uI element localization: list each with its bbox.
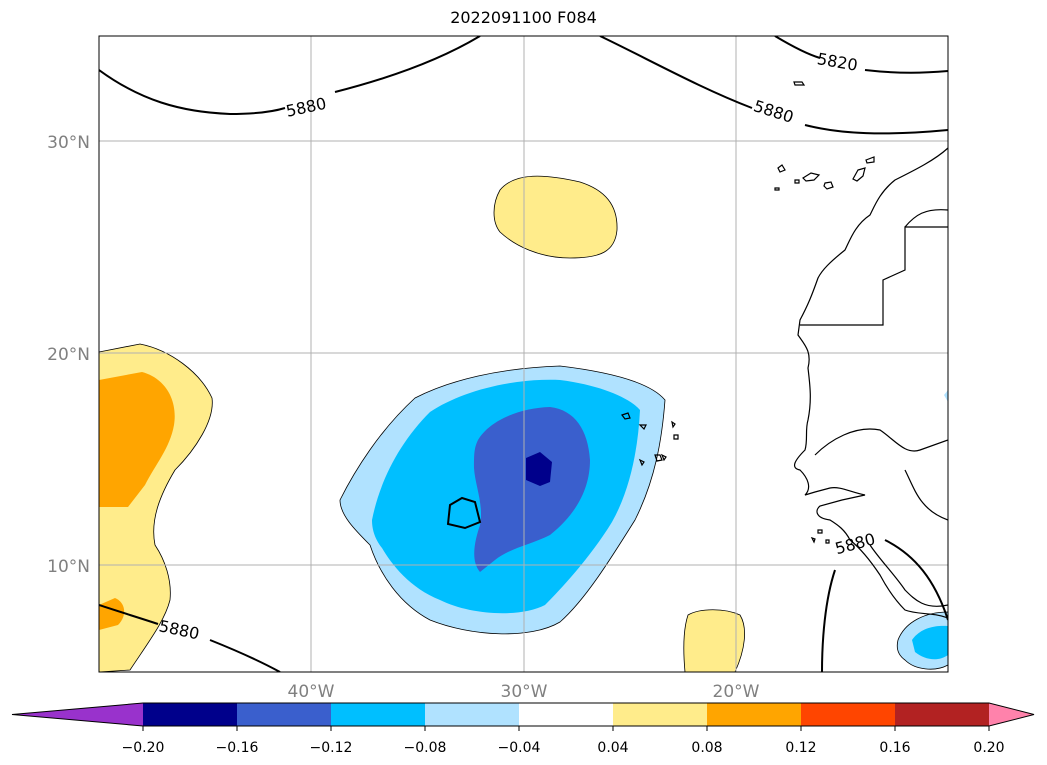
colorbar-segment [895, 703, 990, 726]
gridlines [99, 36, 948, 672]
lat-label-30n: 30°N [47, 133, 90, 153]
cape-verde-islands [621, 412, 679, 467]
lon-label-20w: 20°W [713, 682, 760, 702]
anomaly-blob-dark-blue [526, 452, 552, 486]
lat-label-10n: 10°N [47, 557, 90, 577]
madeira-islands [793, 81, 806, 86]
colorbar-tick-label: −0.16 [216, 740, 259, 756]
anomaly-blob-east-edge [944, 390, 948, 402]
colorbar-segment [801, 703, 896, 726]
lon-label-30w: 30°W [501, 682, 548, 702]
anomaly-blob-southeast-core [912, 625, 948, 660]
colorbar-tick-label: −0.12 [310, 740, 353, 756]
colorbar-segment [331, 703, 426, 726]
canary-islands [774, 156, 875, 191]
colorbar-tick-label: 0.04 [597, 740, 628, 756]
contour-5880-north [99, 36, 481, 116]
colorbar-segment [237, 703, 332, 726]
colorbar-extend-low [12, 703, 143, 726]
negative-anomaly-shading [339, 365, 948, 670]
bijagos-islands [810, 529, 830, 544]
colorbar-segment [519, 703, 614, 726]
anomaly-blob-north [493, 175, 618, 259]
colorbar-tick-label: 0.16 [879, 740, 910, 756]
colorbar-segment [613, 703, 708, 726]
colorbar-tick-label: 0.08 [691, 740, 722, 756]
senegal-border [814, 428, 948, 456]
lon-label-40w: 40°W [288, 682, 335, 702]
colorbar-segment [425, 703, 520, 726]
colorbar: −0.20 −0.16 −0.12 −0.08 −0.04 0.04 0.08 0.12 0.1… [11, 702, 1035, 756]
anomaly-blob-west-orange [99, 372, 175, 507]
contour-5880-southwest [99, 604, 281, 672]
colorbar-tick-label: −0.04 [498, 740, 541, 756]
colorbar-tick-label: 0.20 [973, 740, 1004, 756]
anomaly-blob-sw-orange [99, 598, 125, 630]
contour-5820 [774, 36, 948, 74]
morocco-border [904, 209, 948, 228]
colorbar-segments [11, 702, 1035, 727]
colorbar-segment [707, 703, 802, 726]
western-sahara-border [800, 226, 948, 326]
colorbar-tick-label: −0.20 [122, 740, 165, 756]
latitude-labels: 30°N 20°N 10°N [47, 133, 90, 577]
inland-border-2 [869, 544, 948, 607]
height-contours [99, 36, 948, 672]
colorbar-segment [143, 703, 238, 726]
contour-5880-southeast [821, 539, 948, 672]
positive-anomaly-shading [99, 175, 745, 672]
colorbar-extend-high [989, 703, 1034, 726]
map-frame [98, 35, 949, 673]
africa-coast [793, 147, 948, 619]
colorbar-tick-label: −0.08 [404, 740, 447, 756]
inland-border-1 [904, 469, 948, 521]
colorbar-tick-label: 0.12 [785, 740, 816, 756]
colorbar-ticks: −0.20 −0.16 −0.12 −0.08 −0.04 0.04 0.08 0.12 0.1… [122, 726, 1005, 756]
contour-5880-northeast [599, 36, 948, 135]
map-title: 2022091100 F084 [450, 8, 597, 27]
longitude-labels: 40°W 30°W 20°W [288, 682, 760, 702]
coastlines [621, 81, 948, 619]
anomaly-blob-south [683, 609, 745, 672]
lat-label-20n: 20°N [47, 345, 90, 365]
map-plot-area: 5820 5880 5880 5880 5880 [99, 36, 948, 672]
anomaly-blob-medium-blue [474, 407, 590, 572]
small-closed-contour [446, 496, 482, 530]
